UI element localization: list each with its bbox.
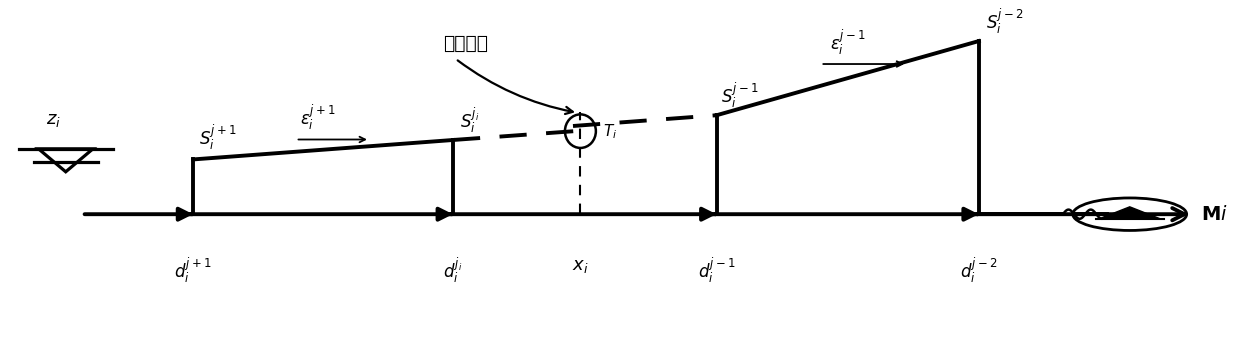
Text: $\mathbf{M}$$i$: $\mathbf{M}$$i$	[1202, 205, 1229, 224]
Text: $d_i^{j-2}$: $d_i^{j-2}$	[960, 257, 998, 285]
Text: $S_i^{j-2}$: $S_i^{j-2}$	[986, 7, 1024, 36]
Text: $T_i$: $T_i$	[603, 122, 618, 141]
Polygon shape	[1099, 207, 1161, 219]
Text: $\varepsilon_i^{j+1}$: $\varepsilon_i^{j+1}$	[300, 103, 336, 132]
Text: 位移突变: 位移突变	[443, 35, 487, 54]
Text: $d_i^{j+1}$: $d_i^{j+1}$	[175, 257, 212, 285]
Text: $d_i^{j_i}$: $d_i^{j_i}$	[443, 257, 463, 285]
Text: $S_i^{j-1}$: $S_i^{j-1}$	[722, 81, 759, 110]
Text: $S_i^{j+1}$: $S_i^{j+1}$	[200, 123, 237, 153]
Text: $d_i^{j-1}$: $d_i^{j-1}$	[698, 257, 735, 285]
Text: $\varepsilon_i^{j-1}$: $\varepsilon_i^{j-1}$	[830, 28, 866, 57]
Text: $x_i$: $x_i$	[572, 257, 589, 274]
Text: $S_i^{j_i}$: $S_i^{j_i}$	[460, 106, 480, 135]
Text: $z_i$: $z_i$	[46, 111, 61, 129]
